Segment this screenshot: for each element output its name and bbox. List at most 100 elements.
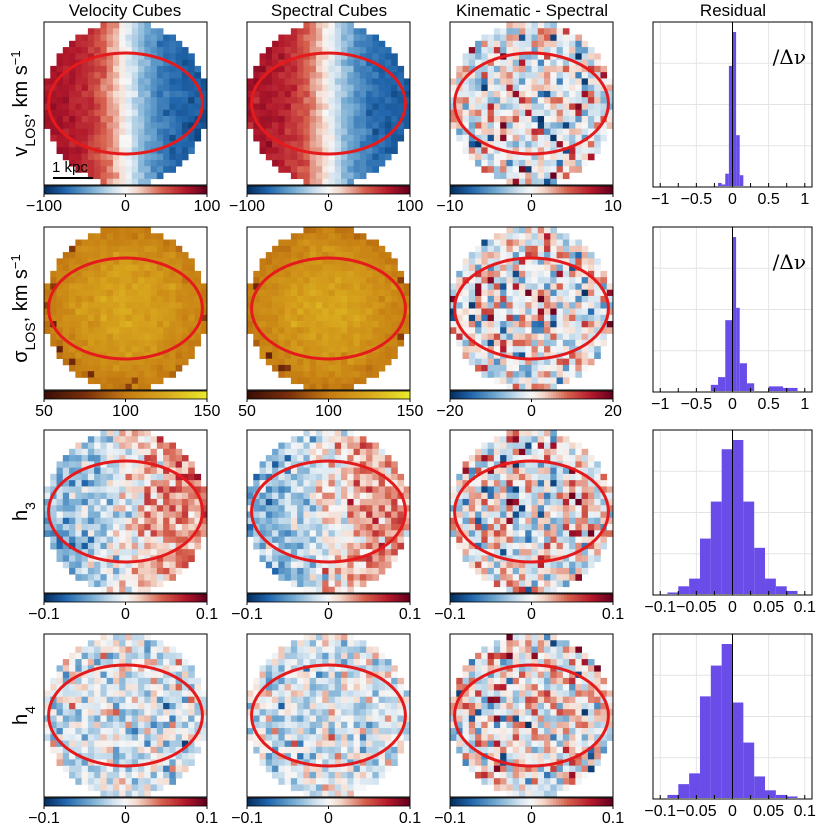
map-pixel	[265, 467, 273, 475]
map-pixel	[69, 277, 76, 284]
map-pixel	[353, 524, 361, 531]
map-pixel	[75, 270, 82, 278]
map-pixel	[450, 109, 457, 117]
map-pixel	[391, 141, 398, 148]
map-pixel	[169, 492, 176, 500]
map-pixel	[512, 283, 520, 291]
map-pixel	[138, 346, 145, 353]
map-pixel	[309, 486, 317, 494]
map-pixel	[347, 383, 354, 391]
map-pixel	[119, 252, 126, 259]
map-pixel	[112, 277, 120, 284]
map-pixel	[138, 264, 145, 272]
map-pixel	[87, 109, 95, 117]
map-pixel	[341, 264, 348, 272]
map-pixel	[493, 134, 501, 142]
map-pixel	[100, 339, 108, 347]
colorbar-tick-label: 20	[604, 403, 622, 420]
map-pixel	[75, 364, 82, 372]
map-pixel	[562, 84, 570, 92]
map-pixel	[150, 339, 158, 347]
map-pixel	[163, 252, 170, 259]
map-pixel	[500, 289, 507, 297]
map-pixel	[378, 264, 386, 272]
map-pixel	[309, 295, 317, 303]
map-pixel	[366, 498, 373, 506]
map-pixel	[247, 486, 254, 494]
colorbar-segment	[114, 594, 118, 602]
map-pixel	[403, 321, 411, 328]
map-pixel	[156, 233, 164, 240]
map-pixel	[500, 358, 507, 366]
map-pixel	[131, 561, 139, 569]
map-pixel	[138, 473, 145, 481]
map-pixel	[112, 84, 120, 92]
map-pixel	[100, 116, 108, 123]
map-pixel	[347, 467, 354, 475]
map-pixel	[163, 47, 170, 54]
map-pixel	[468, 47, 476, 54]
map-pixel	[265, 153, 273, 161]
map-pixel	[500, 109, 507, 117]
colorbar-segment	[92, 594, 97, 602]
colorbar-segment	[577, 391, 581, 399]
map-pixel	[328, 467, 336, 475]
colorbar-segment	[179, 391, 183, 399]
map-pixel	[328, 65, 336, 73]
map-pixel	[322, 28, 329, 35]
map-pixel	[341, 59, 348, 67]
map-pixel	[537, 65, 545, 73]
map-pixel	[544, 283, 551, 291]
map-pixel	[334, 492, 342, 500]
map-pixel	[69, 295, 76, 303]
map-pixel	[81, 116, 89, 123]
map-pixel	[81, 103, 89, 111]
map-pixel	[81, 327, 89, 334]
map-pixel	[125, 492, 133, 500]
map-pixel	[606, 122, 614, 129]
map-pixel	[87, 346, 95, 353]
map-pixel	[487, 97, 495, 104]
map-pixel	[587, 277, 595, 284]
map-pixel	[94, 467, 101, 475]
map-pixel	[309, 308, 317, 316]
colorbar-segment	[342, 391, 346, 399]
map-pixel	[500, 40, 507, 48]
map-pixel	[119, 530, 126, 537]
map-pixel	[87, 486, 95, 494]
map-pixel	[87, 561, 95, 569]
map-pixel	[169, 480, 176, 487]
map-pixel	[284, 498, 292, 506]
map-pixel	[87, 34, 95, 42]
map-pixel	[391, 536, 398, 544]
map-pixel	[347, 277, 354, 284]
map-pixel	[131, 153, 139, 161]
map-pixel	[518, 128, 526, 136]
colorbar-segment	[380, 391, 384, 399]
map-pixel	[181, 65, 189, 73]
colorbar-h3-spectral: −0.1 0 0.1	[231, 593, 421, 623]
map-pixel	[544, 141, 551, 148]
map-pixel	[50, 536, 57, 544]
colorbar-segment	[591, 391, 595, 399]
map-pixel	[144, 486, 151, 494]
map-pixel	[163, 486, 170, 494]
map-pixel	[315, 159, 323, 167]
map-pixel	[309, 352, 317, 359]
map-pixel	[56, 555, 64, 562]
map-pixel	[69, 302, 76, 309]
map-pixel	[44, 90, 51, 98]
map-pixel	[175, 352, 183, 359]
map-pixel	[62, 122, 70, 129]
map-pixel	[62, 270, 70, 278]
map-pixel	[366, 364, 373, 372]
map-pixel	[322, 295, 329, 303]
colorbar-segment	[166, 594, 170, 602]
map-pixel	[284, 289, 292, 297]
map-pixel	[359, 134, 367, 142]
map-pixel	[62, 302, 70, 309]
map-pixel	[112, 555, 120, 562]
map-pixel	[606, 308, 614, 316]
map-pixel	[144, 178, 151, 186]
map-pixel	[75, 90, 82, 98]
